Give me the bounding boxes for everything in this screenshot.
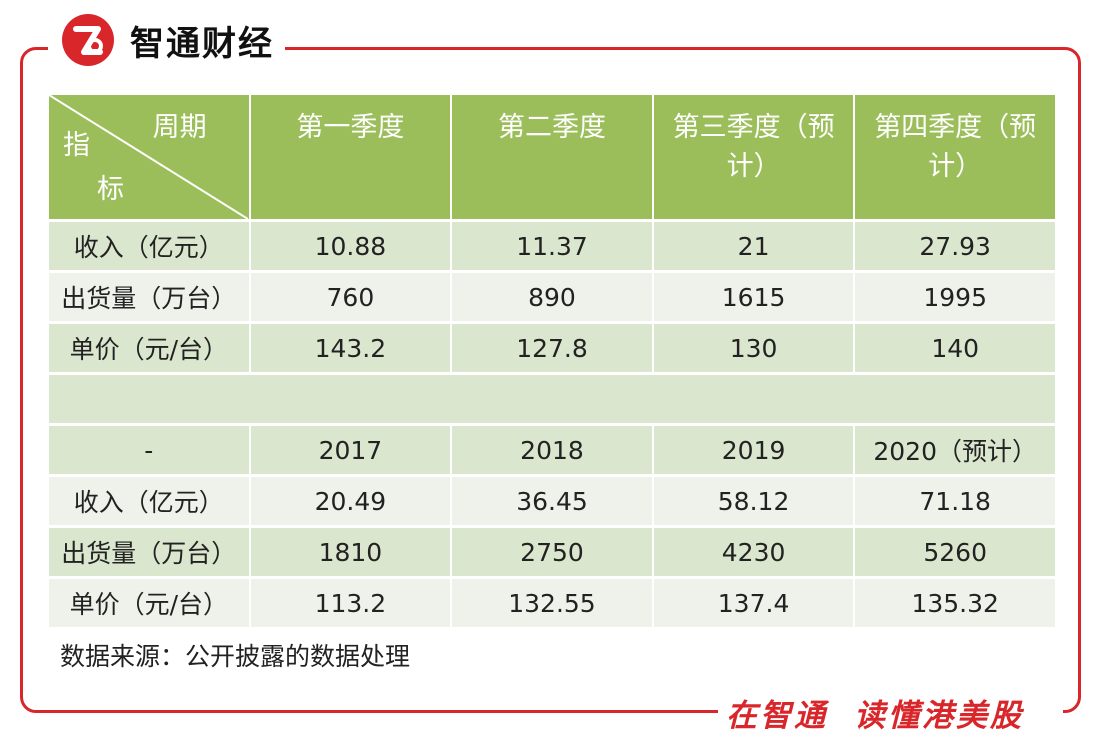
header-q4: 第四季度（预计）	[855, 95, 1055, 219]
data-table: 周期 指 标 第一季度 第二季度 第三季度（预计） 第四季度（预计） 收入（亿元…	[47, 92, 1057, 630]
brand-logo: 智通财经	[62, 14, 274, 66]
table-row: 收入（亿元） 10.88 11.37 21 27.93	[49, 222, 1055, 270]
table-header-row: 周期 指 标 第一季度 第二季度 第三季度（预计） 第四季度（预计）	[49, 95, 1055, 219]
table-row: 单价（元/台） 113.2 132.55 137.4 135.32	[49, 579, 1055, 627]
slogan-left: 在智通	[726, 698, 828, 734]
year-header-row: - 2017 2018 2019 2020（预计）	[49, 426, 1055, 474]
table-cell: 4230	[653, 528, 854, 576]
table-cell: 140	[855, 324, 1055, 372]
table-cell: 1995	[855, 273, 1055, 321]
corner-indicator-label-2: 标	[97, 174, 124, 205]
row-label: 出货量（万台）	[49, 528, 249, 576]
table-cell: 10.88	[250, 222, 451, 270]
diagonal-line	[49, 95, 248, 219]
table-cell: 130	[653, 324, 854, 372]
table-cell: 1810	[250, 528, 451, 576]
corner-cell: 周期 指 标	[49, 95, 249, 219]
spacer-cell	[49, 375, 1055, 423]
spacer-row	[49, 375, 1055, 423]
table-row: 单价（元/台） 143.2 127.8 130 140	[49, 324, 1055, 372]
header-2018: 2018	[452, 426, 652, 474]
table-row: 出货量（万台） 1810 2750 4230 5260	[49, 528, 1055, 576]
table-cell: 113.2	[250, 579, 451, 627]
table-cell: 27.93	[855, 222, 1055, 270]
header-2017: 2017	[250, 426, 451, 474]
table-cell: 20.49	[250, 477, 451, 525]
header-q2: 第二季度	[452, 95, 652, 219]
table-cell: 137.4	[653, 579, 854, 627]
red-frame	[20, 47, 1081, 713]
slogan-right: 读懂港美股	[854, 698, 1024, 734]
row-label: -	[49, 426, 249, 474]
zhitong-logo-icon	[62, 14, 114, 66]
brand-name: 智通财经	[130, 23, 274, 64]
brand-slogan: 在智通 读懂港美股	[726, 690, 1024, 735]
table-cell: 36.45	[452, 477, 652, 525]
table-cell: 1615	[653, 273, 854, 321]
row-label: 单价（元/台）	[49, 579, 249, 627]
row-label: 单价（元/台）	[49, 324, 249, 372]
table-cell: 21	[653, 222, 854, 270]
table-cell: 132.55	[452, 579, 652, 627]
table-cell: 58.12	[653, 477, 854, 525]
table-cell: 890	[452, 273, 652, 321]
table-cell: 5260	[855, 528, 1055, 576]
table-cell: 11.37	[452, 222, 652, 270]
table-row: 收入（亿元） 20.49 36.45 58.12 71.18	[49, 477, 1055, 525]
row-label: 收入（亿元）	[49, 477, 249, 525]
frame-gap-bottom	[718, 690, 1063, 734]
table-cell: 760	[250, 273, 451, 321]
table-cell: 127.8	[452, 324, 652, 372]
row-label: 出货量（万台）	[49, 273, 249, 321]
header-2019: 2019	[653, 426, 854, 474]
table-cell: 2750	[452, 528, 652, 576]
row-label: 收入（亿元）	[49, 222, 249, 270]
corner-period-label: 周期	[152, 112, 207, 143]
header-2020: 2020（预计）	[855, 426, 1055, 474]
source-note: 数据来源：公开披露的数据处理	[60, 642, 411, 671]
corner-indicator-label-1: 指	[63, 130, 90, 161]
table-cell: 71.18	[855, 477, 1055, 525]
header-q3: 第三季度（预计）	[653, 95, 854, 219]
table-cell: 135.32	[855, 579, 1055, 627]
header-q1: 第一季度	[250, 95, 451, 219]
table-row: 出货量（万台） 760 890 1615 1995	[49, 273, 1055, 321]
table-cell: 143.2	[250, 324, 451, 372]
